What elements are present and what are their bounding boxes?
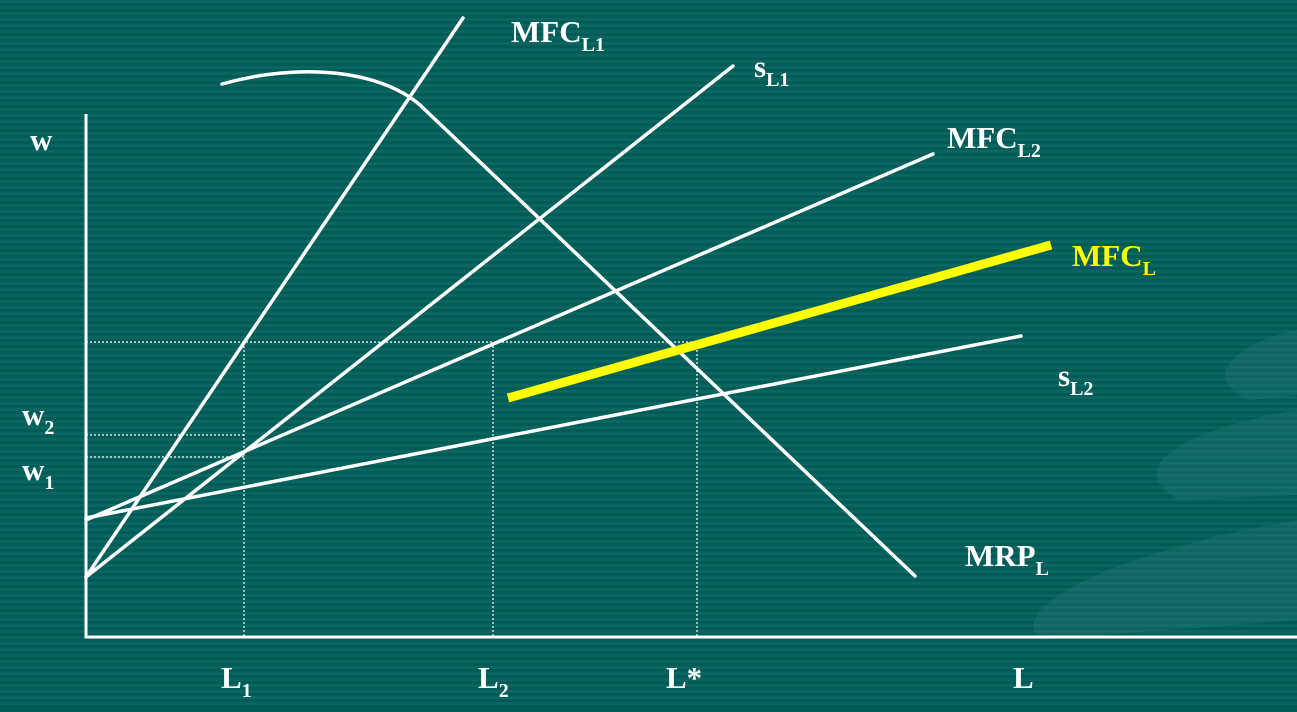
curves [84, 16, 1023, 579]
mrp-curve [220, 70, 917, 578]
guide-lines [86, 341, 698, 636]
axes [84, 114, 1297, 639]
mfc-l2-label: MFCL2 [947, 120, 1041, 162]
mfc-l1-curve [84, 16, 465, 579]
w2-label: w2 [22, 397, 54, 439]
mfc-l-curve [506, 240, 1053, 403]
mfc-l2-curve [84, 152, 935, 522]
L1-label: L1 [221, 660, 252, 702]
background-swoosh [1033, 330, 1297, 640]
Lstar-label: L* [666, 660, 702, 695]
x-axis-label: L [1013, 660, 1034, 695]
w1-label: w1 [22, 452, 54, 494]
s-l2-curve [84, 334, 1023, 520]
s-l1-curve [84, 64, 735, 579]
s-l2-label: sL2 [1058, 358, 1093, 400]
mfc-l-label: MFCL [1072, 238, 1156, 280]
L2-label: L2 [478, 660, 509, 702]
mfc-l1-label: MFCL1 [511, 14, 605, 56]
y-axis-label: w [30, 122, 53, 157]
s-l1-label: sL1 [754, 49, 789, 91]
mrp-l-label: MRPL [965, 538, 1049, 580]
